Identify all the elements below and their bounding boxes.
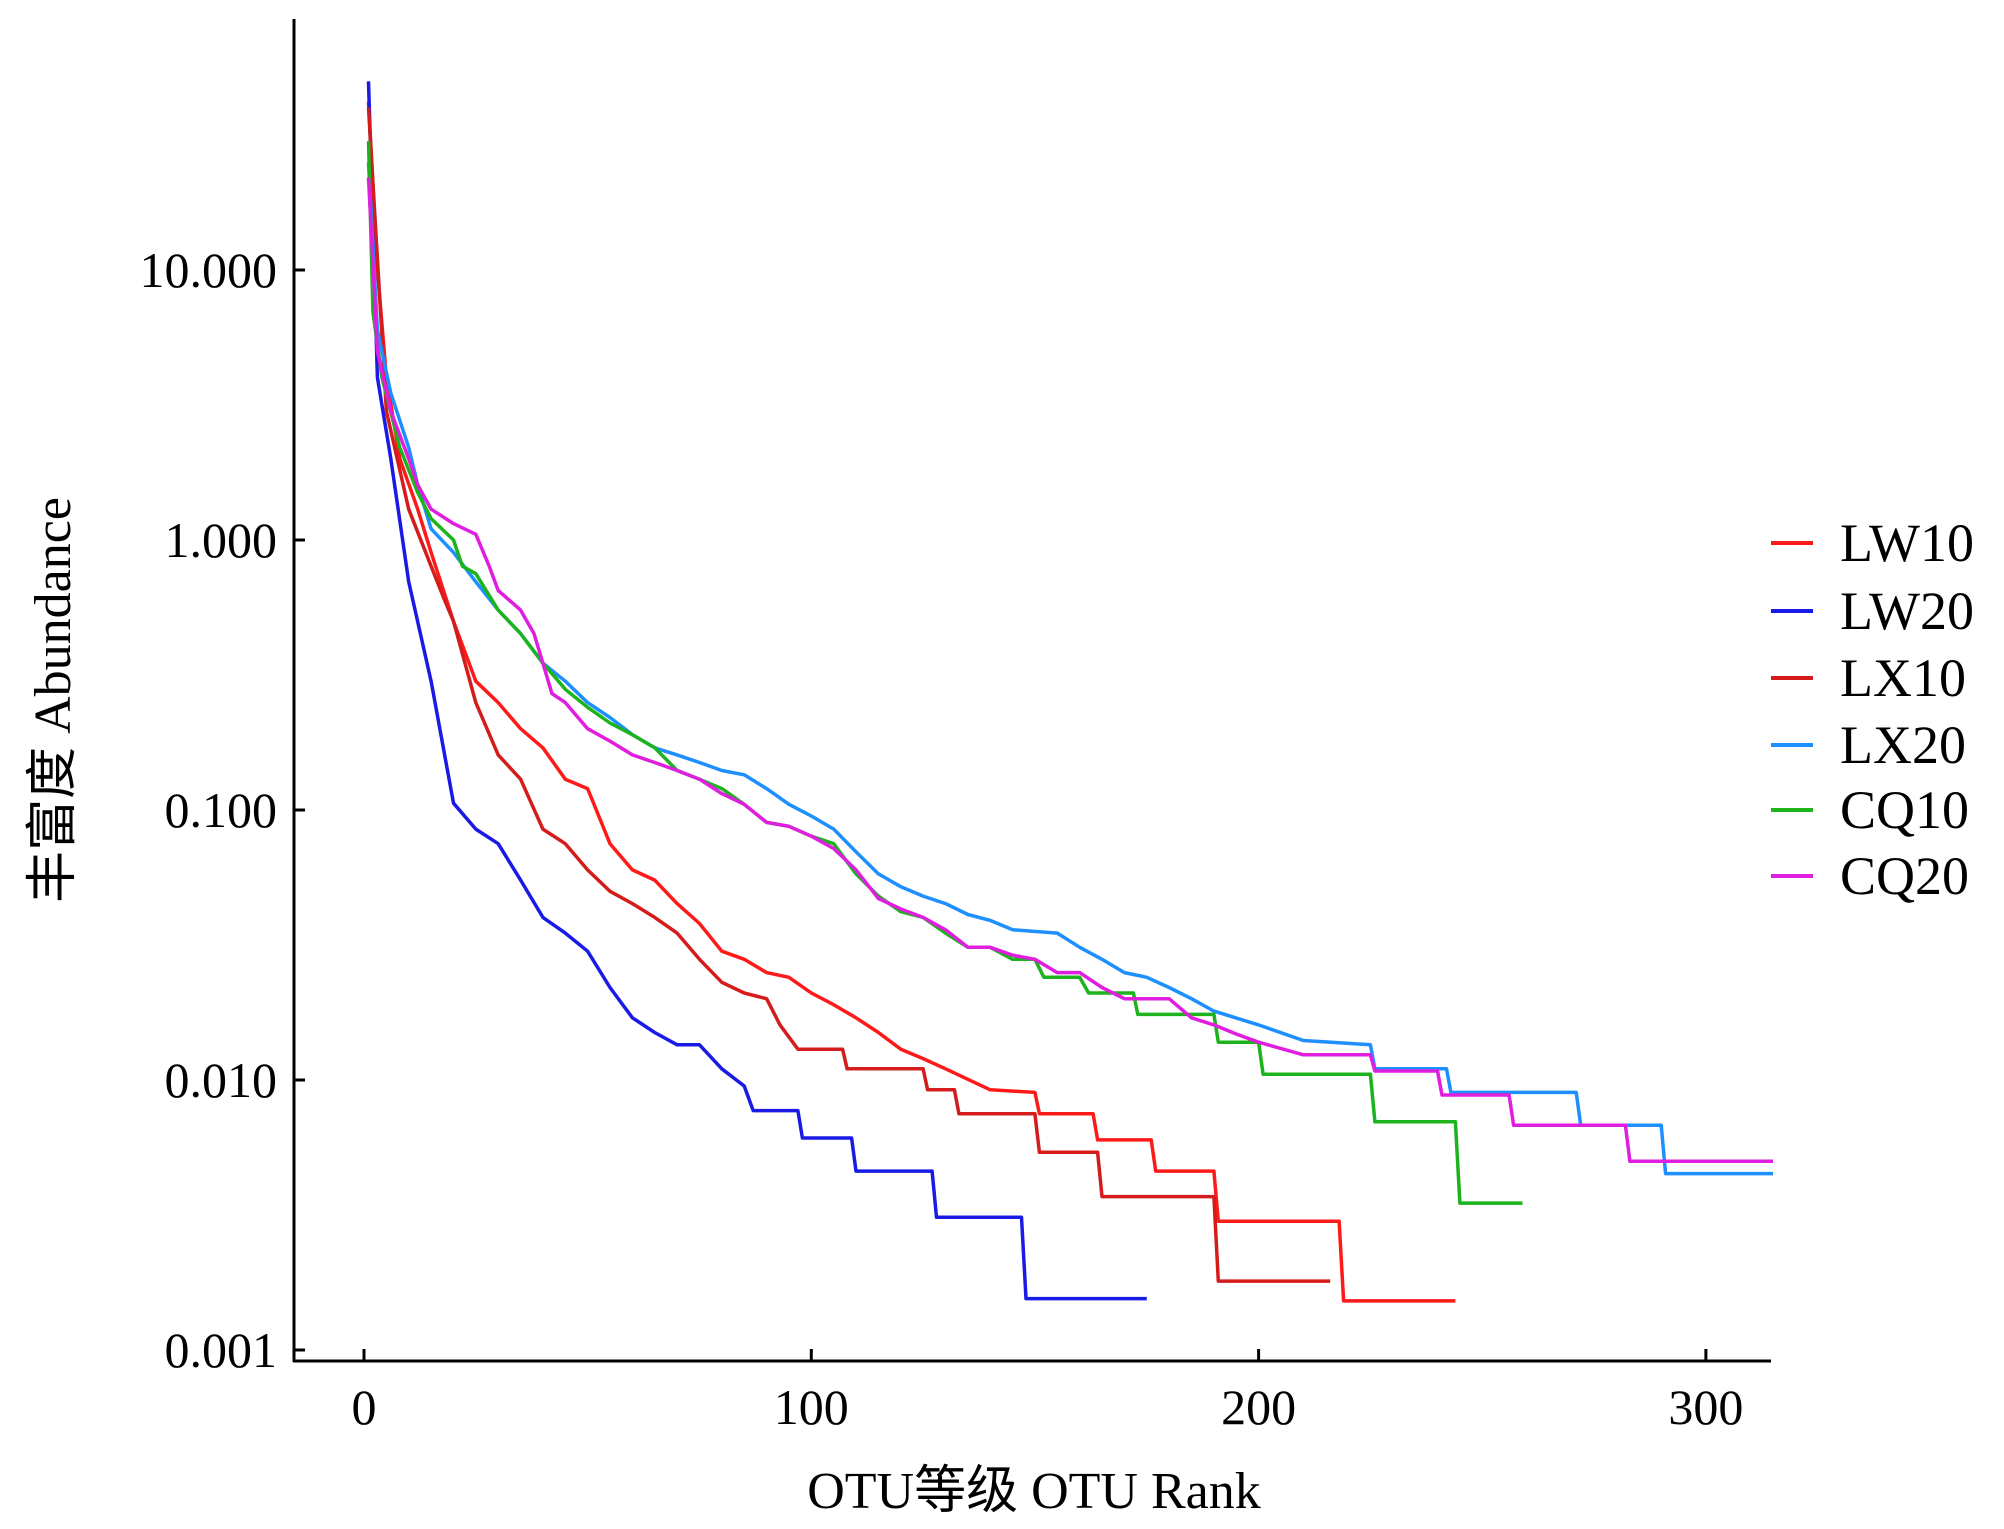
x-tick-label: 0 (352, 1379, 377, 1435)
x-tick-label: 200 (1221, 1379, 1296, 1435)
legend-label: LX10 (1840, 648, 1966, 708)
x-ticks: 0 100 200 300 (352, 1349, 1743, 1435)
x-tick-label: 300 (1668, 1379, 1743, 1435)
legend-label: CQ20 (1840, 846, 1969, 906)
series-line-cq10 (366, 141, 1523, 1205)
y-tick-label: 0.010 (165, 1052, 278, 1108)
x-axis-label: OTU等级 OTU Rank (807, 1463, 1261, 1520)
y-axis-label: 丰富度 Abundance (25, 497, 82, 903)
y-tick-label: 1.000 (165, 512, 278, 568)
series-line-lw10 (366, 101, 1456, 1303)
legend-label: LW10 (1840, 513, 1974, 573)
series-line-lx20 (366, 162, 1773, 1176)
plot-lines (366, 81, 1773, 1303)
y-tick-label: 10.000 (140, 242, 278, 298)
series-line-lx10 (366, 107, 1331, 1283)
legend-label: LW20 (1840, 581, 1974, 641)
series-line-lw20 (366, 81, 1147, 1301)
series-line-cq20 (366, 177, 1773, 1164)
y-tick-label: 0.100 (165, 782, 278, 838)
y-tick-label: 0.001 (165, 1322, 278, 1378)
legend-label: CQ10 (1840, 780, 1969, 840)
legend-label: LX20 (1840, 715, 1966, 775)
y-ticks: 10.000 1.000 0.100 0.010 0.001 (140, 242, 305, 1378)
x-tick-label: 100 (774, 1379, 849, 1435)
